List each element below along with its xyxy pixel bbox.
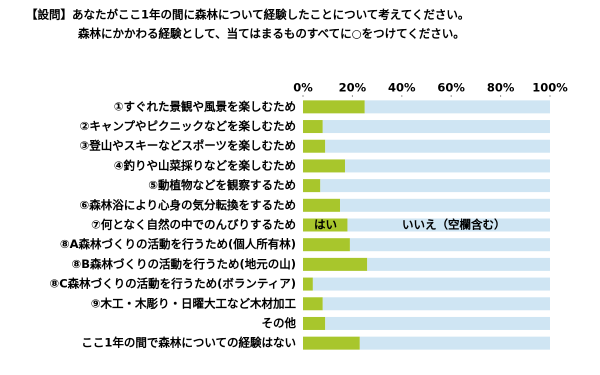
x-tick-label: 40% [388, 81, 416, 95]
legend-label: いいえ（空欄含む） [402, 218, 506, 232]
category-label: ⑥森林浴により心身の気分転換をするため [79, 198, 296, 212]
bar-segment [303, 159, 345, 173]
category-label: ①すぐれた景観や風景を楽しむため [114, 99, 296, 113]
category-label: ⑤動植物などを観察するため [148, 178, 296, 192]
x-tick-label: 60% [437, 81, 465, 95]
category-label: ②キャンプやピクニックなどを楽しむため [80, 119, 296, 133]
x-tick-label: 100% [532, 81, 568, 95]
bar-segment [320, 179, 550, 193]
bar-segment [303, 120, 323, 134]
bar-segment [359, 336, 550, 350]
x-tick-label: 20% [339, 81, 367, 95]
bar-segment [303, 179, 321, 193]
bar-segment [303, 100, 365, 114]
chart-title: 【設問】あなたがここ1年の間に森林について経験したことについて考えてください。 [26, 8, 469, 22]
bar-segment [325, 139, 550, 153]
bar-segment [303, 316, 326, 330]
bar-segment [303, 198, 341, 212]
legend-label: はい [314, 218, 337, 232]
bar-segment [347, 218, 550, 232]
bar-segment [303, 277, 313, 291]
x-tick-label: 0% [293, 81, 313, 95]
bar-segment [312, 277, 550, 291]
category-label: ここ1年の間で森林についての経験はない [81, 336, 296, 350]
bar-segment [303, 336, 360, 350]
x-tick-label: 80% [487, 81, 515, 95]
bar-segment [325, 316, 550, 330]
bar-segment [303, 297, 323, 311]
category-label: ⑧B森林づくりの活動を行うため(地元の山) [71, 257, 296, 271]
bar-segment [303, 257, 368, 271]
category-label: ⑧A森林づくりの活動を行うため(個人所有林) [60, 237, 296, 251]
bar-segment [303, 238, 350, 252]
category-label: その他 [262, 316, 297, 330]
bar-segment [303, 139, 326, 153]
category-label: ③登山やスキーなどスポーツを楽しむため [79, 139, 296, 153]
bar-segment [303, 218, 348, 232]
bar-segment [344, 159, 550, 173]
category-label: ④釣りや山菜採りなどを楽しむため [114, 158, 296, 172]
category-label: ⑧C森林づくりの活動を行うため(ボランティア) [50, 277, 297, 291]
category-label: ⑨木工・木彫り・日曜大工など木材加工 [91, 296, 297, 310]
bar-segment [367, 257, 550, 271]
bar-segment [340, 198, 550, 212]
bar-segment [322, 120, 550, 134]
bar-segment [322, 297, 550, 311]
bar-segment [349, 238, 550, 252]
category-label: ⑦何となく自然の中でのんびりするため [91, 218, 296, 232]
bar-segment [364, 100, 550, 114]
chart-subtitle: 森林にかかわる経験として、当てはまるものすべてに○をつけてください。 [78, 27, 465, 41]
